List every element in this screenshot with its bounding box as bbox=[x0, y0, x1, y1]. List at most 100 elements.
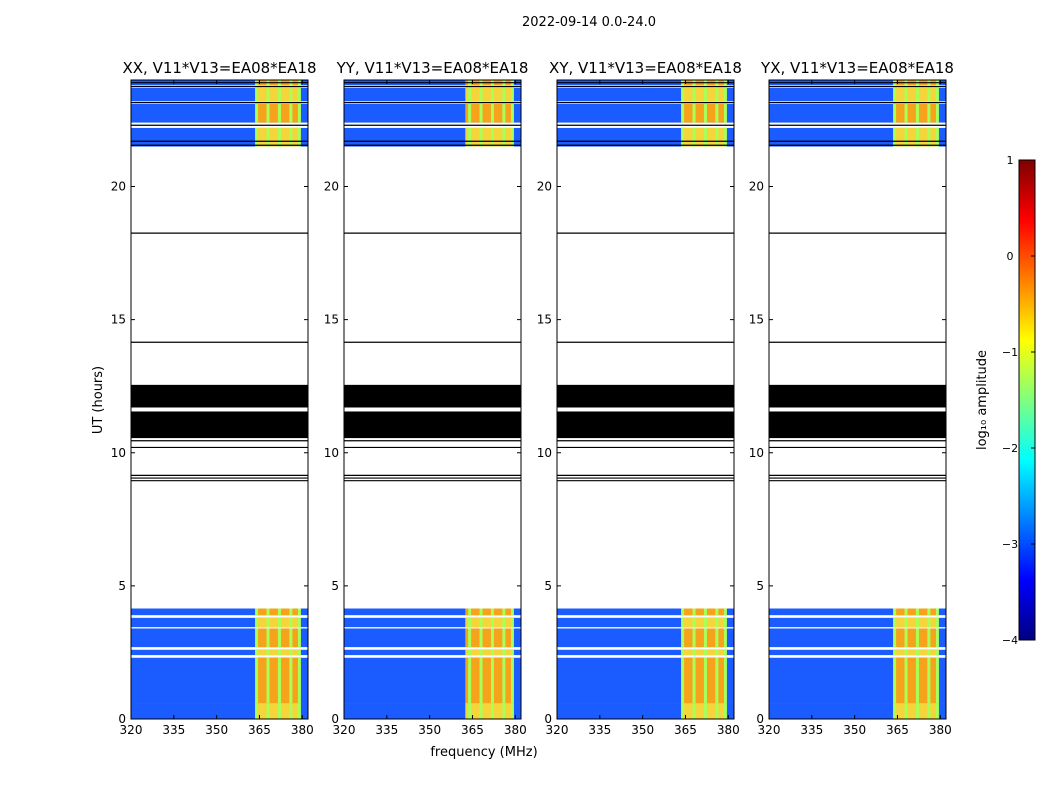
rfi-channel bbox=[277, 608, 281, 616]
rfi-channel bbox=[277, 87, 281, 102]
rfi-channel bbox=[893, 127, 897, 147]
rfi-channel bbox=[468, 617, 472, 628]
rfi-channel bbox=[723, 657, 727, 704]
rfi-channel bbox=[927, 703, 931, 719]
data-band bbox=[131, 617, 308, 628]
x-tick-label: 380 bbox=[929, 723, 952, 737]
rfi-channel bbox=[927, 657, 931, 704]
rfi-channel bbox=[927, 103, 931, 123]
y-tick-label: 0 bbox=[544, 712, 552, 726]
rfi-channel bbox=[468, 649, 472, 656]
rfi-channel bbox=[479, 649, 483, 656]
rfi-channel bbox=[479, 628, 483, 648]
x-tick-label: 380 bbox=[717, 723, 740, 737]
y-tick-label: 5 bbox=[331, 579, 339, 593]
rfi-channel bbox=[297, 103, 301, 123]
y-tick-label: 5 bbox=[118, 579, 126, 593]
rfi-channel bbox=[893, 703, 897, 719]
x-tick-label: 335 bbox=[375, 723, 398, 737]
y-tick-label: 15 bbox=[324, 313, 339, 327]
rfi-channel bbox=[715, 628, 719, 648]
rfi-channel bbox=[490, 87, 494, 102]
rfi-region bbox=[465, 703, 512, 719]
rfi-channel bbox=[277, 657, 281, 704]
x-tick-label: 335 bbox=[800, 723, 823, 737]
rfi-region bbox=[893, 703, 937, 719]
x-tick-label: 350 bbox=[418, 723, 441, 737]
rfi-channel bbox=[893, 649, 897, 656]
flagged-block bbox=[557, 384, 734, 408]
x-tick-label: 365 bbox=[886, 723, 909, 737]
rfi-channel bbox=[266, 608, 270, 616]
panel-1: XX, V11*V13=EA08*EA18 320 335 350 365 380 0 5 10… bbox=[111, 59, 317, 737]
rfi-channel bbox=[715, 103, 719, 123]
rfi-channel bbox=[255, 617, 259, 628]
rfi-channel bbox=[479, 608, 483, 616]
rfi-channel bbox=[904, 649, 908, 656]
rfi-channel bbox=[277, 103, 281, 123]
rfi-channel bbox=[277, 628, 281, 648]
y-tick-label: 20 bbox=[324, 180, 339, 194]
rfi-channel bbox=[297, 87, 301, 102]
rfi-channel bbox=[502, 657, 506, 704]
rfi-channel bbox=[510, 103, 514, 123]
rfi-channel bbox=[255, 127, 259, 147]
y-tick-label: 5 bbox=[544, 579, 552, 593]
rfi-channel bbox=[715, 703, 719, 719]
rfi-channel bbox=[502, 87, 506, 102]
rfi-channel bbox=[289, 703, 293, 719]
rfi-channel bbox=[490, 649, 494, 656]
rfi-region bbox=[465, 608, 512, 616]
rfi-channel bbox=[703, 127, 707, 147]
rfi-channel bbox=[692, 649, 696, 656]
x-tick-label: 335 bbox=[162, 723, 185, 737]
rfi-channel bbox=[289, 608, 293, 616]
rfi-channel bbox=[915, 617, 919, 628]
rfi-region bbox=[465, 649, 512, 656]
rfi-channel bbox=[490, 127, 494, 147]
rfi-channel bbox=[723, 617, 727, 628]
rfi-channel bbox=[935, 608, 939, 616]
rfi-channel bbox=[692, 617, 696, 628]
rfi-channel bbox=[893, 103, 897, 123]
x-tick-label: 320 bbox=[546, 723, 569, 737]
y-tick-label: 15 bbox=[111, 313, 126, 327]
rfi-channel bbox=[904, 87, 908, 102]
rfi-channel bbox=[266, 649, 270, 656]
panel-title: YX, V11*V13=EA08*EA18 bbox=[760, 59, 954, 77]
rfi-channel bbox=[681, 703, 685, 719]
rfi-channel bbox=[703, 649, 707, 656]
rfi-region bbox=[255, 103, 299, 123]
rfi-region bbox=[893, 608, 937, 616]
rfi-channel bbox=[468, 87, 472, 102]
rfi-region bbox=[465, 628, 512, 648]
rfi-channel bbox=[927, 617, 931, 628]
rfi-channel bbox=[904, 608, 908, 616]
rfi-channel bbox=[289, 617, 293, 628]
rfi-region bbox=[255, 127, 299, 147]
rfi-channel bbox=[935, 127, 939, 147]
rfi-region bbox=[465, 87, 512, 102]
rfi-channel bbox=[468, 127, 472, 147]
y-tick-label: 10 bbox=[324, 446, 339, 460]
rfi-channel bbox=[510, 657, 514, 704]
panel-title: YY, V11*V13=EA08*EA18 bbox=[336, 59, 529, 77]
rfi-channel bbox=[297, 127, 301, 147]
rfi-channel bbox=[502, 103, 506, 123]
rfi-channel bbox=[502, 649, 506, 656]
y-tick-label: 15 bbox=[537, 313, 552, 327]
colorbar-label: log₁₀ amplitude bbox=[975, 350, 990, 450]
panel-group: XX, V11*V13=EA08*EA18 320 335 350 365 380 0 5 10… bbox=[111, 59, 954, 737]
rfi-channel bbox=[297, 649, 301, 656]
rfi-channel bbox=[289, 103, 293, 123]
rfi-region bbox=[681, 703, 725, 719]
data-band bbox=[344, 608, 521, 616]
rfi-region bbox=[255, 703, 299, 719]
rfi-channel bbox=[715, 608, 719, 616]
rfi-channel bbox=[266, 87, 270, 102]
rfi-channel bbox=[681, 127, 685, 147]
data-band bbox=[769, 617, 946, 628]
rfi-channel bbox=[289, 628, 293, 648]
rfi-channel bbox=[893, 608, 897, 616]
